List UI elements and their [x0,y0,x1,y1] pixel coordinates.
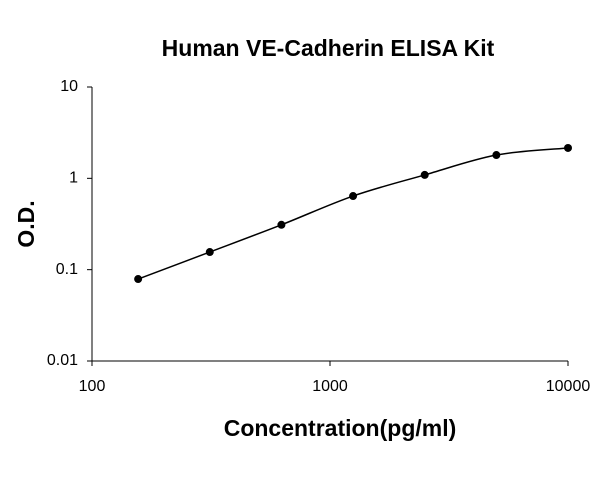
data-point [564,143,572,152]
x-tick-label: 10000 [546,378,591,395]
data-point [277,220,286,229]
x-tick-label: 1000 [312,378,348,395]
data-point [349,192,358,201]
y-tick-label: 1 [69,170,78,187]
y-tick-label: 0.01 [47,352,78,369]
fit-curve [137,147,569,280]
data-point [205,248,214,257]
data-point [420,170,429,179]
data-point [492,151,501,160]
y-axis-label: O.D. [13,200,39,247]
chart-title: Human VE-Cadherin ELISA Kit [162,35,495,61]
y-tick-label: 0.1 [56,261,78,278]
y-tick-label: 10 [60,78,78,95]
x-tick-label: 100 [79,378,106,395]
x-axis-label: Concentration(pg/ml) [224,415,457,441]
data-point [134,275,143,284]
